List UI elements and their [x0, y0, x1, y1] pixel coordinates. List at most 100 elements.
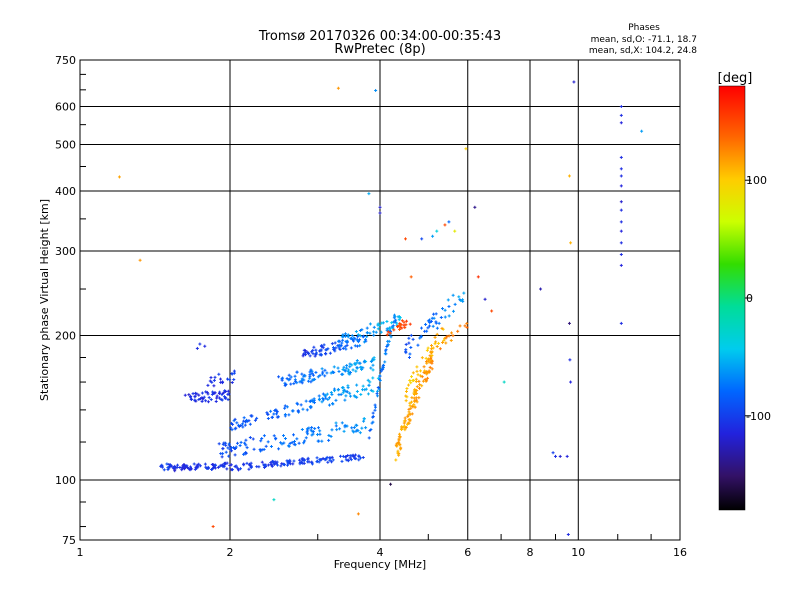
- data-point: [242, 416, 246, 420]
- data-point: [430, 316, 434, 320]
- data-point: [378, 378, 382, 382]
- data-point: [185, 464, 189, 468]
- data-point: [353, 361, 357, 365]
- data-point: [351, 368, 355, 372]
- data-point: [354, 453, 358, 457]
- data-point: [302, 378, 306, 382]
- data-point: [306, 432, 310, 436]
- data-point: [357, 361, 361, 365]
- data-point: [365, 335, 369, 339]
- data-point: [310, 462, 314, 466]
- data-point: [343, 398, 347, 402]
- data-point: [395, 441, 399, 445]
- data-point: [366, 392, 370, 396]
- data-point: [385, 319, 389, 323]
- data-point: [290, 440, 294, 444]
- data-point: [410, 404, 414, 408]
- data-point: [346, 458, 350, 462]
- data-point: [237, 468, 241, 472]
- data-point: [439, 315, 443, 319]
- data-point: [318, 373, 322, 377]
- data-point: [404, 394, 408, 398]
- data-point: [247, 467, 251, 471]
- data-point: [205, 390, 209, 394]
- data-point: [293, 379, 297, 383]
- data-point: [368, 322, 372, 326]
- data-point: [429, 319, 433, 323]
- data-point: [216, 465, 220, 469]
- data-point: [407, 341, 411, 345]
- data-point: [407, 421, 411, 425]
- data-point: [195, 463, 199, 467]
- data-point: [233, 427, 237, 431]
- data-point: [304, 399, 308, 403]
- data-point: [230, 372, 234, 376]
- data-point: [209, 376, 213, 380]
- data-point: [418, 369, 422, 373]
- data-point: [248, 422, 252, 426]
- data-point: [372, 330, 376, 334]
- data-point: [405, 387, 409, 391]
- data-point: [243, 423, 247, 427]
- data-point: [330, 455, 334, 459]
- data-point: [457, 295, 461, 299]
- data-point: [302, 352, 306, 356]
- data-point: [407, 410, 411, 414]
- data-point: [433, 335, 437, 339]
- data-point: [354, 423, 358, 427]
- data-point: [437, 341, 441, 345]
- data-point: [305, 430, 309, 434]
- data-point: [327, 403, 331, 407]
- data-point: [370, 421, 374, 425]
- data-point: [352, 336, 356, 340]
- data-point: [320, 367, 324, 371]
- data-point: [304, 436, 308, 440]
- colorbar-label: [deg]: [718, 71, 753, 86]
- data-point: [463, 324, 467, 328]
- data-point: [490, 309, 494, 313]
- data-point: [568, 358, 572, 362]
- data-point: [416, 373, 420, 377]
- data-point: [405, 422, 409, 426]
- data-point: [619, 174, 623, 178]
- data-point: [338, 454, 342, 458]
- data-point: [420, 237, 424, 241]
- data-point: [407, 355, 411, 359]
- data-point: [260, 437, 264, 441]
- data-point: [369, 388, 373, 392]
- data-point: [569, 241, 573, 245]
- data-point: [206, 392, 210, 396]
- data-point: [402, 323, 406, 327]
- data-point: [355, 359, 359, 363]
- data-point: [266, 440, 270, 444]
- y-axis-ticks: 75 100 200 300 400 500 600 750: [55, 54, 86, 547]
- data-point: [461, 299, 465, 303]
- data-point: [223, 461, 227, 465]
- x-tick-label: 6: [464, 546, 471, 559]
- data-point: [357, 458, 361, 462]
- data-point: [182, 467, 186, 471]
- data-point: [297, 441, 301, 445]
- data-point: [342, 365, 346, 369]
- data-point: [447, 334, 451, 338]
- data-point: [193, 395, 197, 399]
- data-point: [320, 439, 324, 443]
- data-point: [341, 368, 345, 372]
- data-point: [392, 320, 396, 324]
- data-point: [328, 458, 332, 462]
- y-tick-label: 500: [55, 139, 76, 152]
- data-point: [553, 454, 557, 458]
- data-point: [403, 237, 407, 241]
- data-point: [289, 375, 293, 379]
- data-point: [298, 462, 302, 466]
- data-point: [357, 454, 361, 458]
- data-point: [198, 342, 202, 346]
- x-tick-label: 1: [77, 546, 84, 559]
- data-point: [359, 392, 363, 396]
- data-point: [338, 427, 342, 431]
- data-point: [558, 454, 562, 458]
- data-point: [413, 399, 417, 403]
- data-point: [412, 391, 416, 395]
- data-point: [227, 392, 231, 396]
